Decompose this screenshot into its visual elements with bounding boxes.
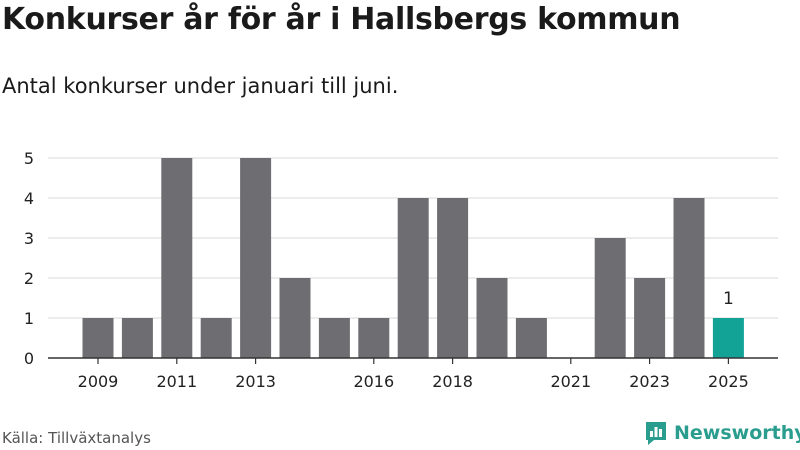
bar-2017: [397, 198, 429, 358]
bar-2009: [82, 318, 114, 358]
bar-2010: [121, 318, 153, 358]
y-tick-label: 4: [24, 189, 34, 208]
source-note: Källa: Tillväxtanalys: [2, 429, 151, 447]
x-tick-label: 2025: [708, 372, 749, 391]
bar-2023: [634, 278, 666, 358]
bar-chart: 0 1 2 3 4 5 2009 2011 2013 2016 2018 2021 2023 2025 1: [24, 149, 778, 391]
newsworthy-icon: [646, 422, 666, 445]
bar-2013: [240, 158, 272, 358]
data-label: 1: [723, 289, 734, 309]
x-tick-label: 2013: [235, 372, 276, 391]
bar-2025: [712, 318, 744, 358]
x-tick-label: 2018: [432, 372, 473, 391]
bar-2018: [437, 198, 469, 358]
y-tick-label: 5: [24, 149, 34, 168]
bar-2022: [594, 238, 626, 358]
bar-2014: [279, 278, 311, 358]
bar-2016: [358, 318, 390, 358]
y-tick-label: 0: [24, 349, 34, 368]
x-tick-label: 2009: [78, 372, 119, 391]
bar-2011: [161, 158, 193, 358]
x-tick-label: 2016: [353, 372, 394, 391]
y-tick-label: 3: [24, 229, 34, 248]
bar-2024: [673, 198, 705, 358]
x-tick-label: 2021: [550, 372, 591, 391]
bar-2020: [515, 318, 547, 358]
x-tick-label: 2011: [156, 372, 197, 391]
chart-title: Konkurser år för år i Hallsbergs kommun: [2, 2, 681, 37]
x-tick-label: 2023: [629, 372, 670, 391]
bar-2015: [318, 318, 350, 358]
brand-name: Newsworthy: [674, 422, 800, 444]
bar-2019: [476, 278, 508, 358]
brand-logo: Newsworthy: [644, 420, 800, 446]
bar-2012: [200, 318, 232, 358]
chart-subtitle: Antal konkurser under januari till juni.: [2, 74, 399, 98]
y-tick-label: 1: [24, 309, 34, 328]
y-tick-label: 2: [24, 269, 34, 288]
